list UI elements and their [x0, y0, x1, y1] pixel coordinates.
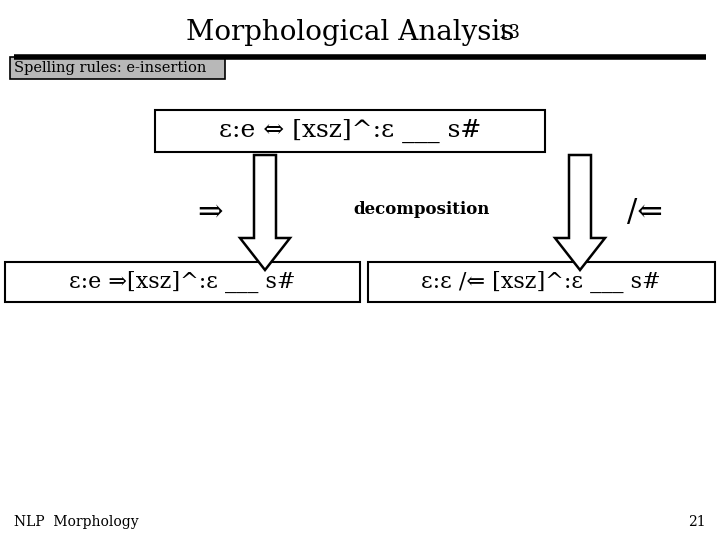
Text: ε:e ⇒[xsz]^:ε ___ s#: ε:e ⇒[xsz]^:ε ___ s# — [68, 271, 295, 293]
Text: /⇐: /⇐ — [627, 197, 663, 227]
Text: ε:e ⇔ [xsz]^:ε ___ s#: ε:e ⇔ [xsz]^:ε ___ s# — [219, 119, 481, 143]
Polygon shape — [555, 155, 605, 270]
Text: Spelling rules: e-insertion: Spelling rules: e-insertion — [14, 61, 207, 75]
Polygon shape — [240, 155, 290, 270]
FancyBboxPatch shape — [5, 262, 360, 302]
Text: Morphological Analysis: Morphological Analysis — [186, 18, 514, 45]
Text: 21: 21 — [688, 515, 706, 529]
FancyBboxPatch shape — [155, 110, 545, 152]
FancyBboxPatch shape — [368, 262, 715, 302]
Text: 13: 13 — [498, 24, 521, 42]
Text: decomposition: decomposition — [354, 201, 490, 219]
Text: NLP  Morphology: NLP Morphology — [14, 515, 139, 529]
Text: ε:ε /⇐ [xsz]^:ε ___ s#: ε:ε /⇐ [xsz]^:ε ___ s# — [421, 271, 661, 293]
Text: ⇒: ⇒ — [197, 197, 222, 227]
FancyBboxPatch shape — [10, 57, 225, 79]
